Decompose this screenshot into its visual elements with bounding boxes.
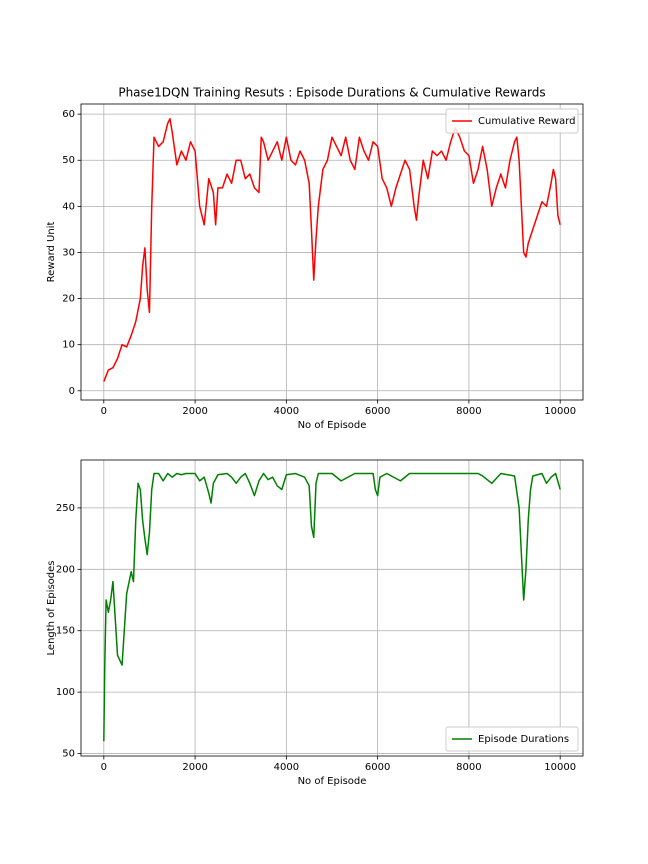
x-tick-label: 6000 (365, 762, 390, 773)
data-line (103, 118, 561, 382)
plot-frame (80, 103, 584, 401)
x-tick-label: 4000 (274, 762, 299, 773)
y-tick-label: 40 (62, 201, 75, 212)
x-axis-label: No of Episode (298, 420, 367, 431)
y-tick-label: 150 (56, 626, 75, 637)
x-tick-label: 2000 (182, 762, 207, 773)
y-tick-label: 20 (62, 294, 75, 305)
y-tick-label: 0 (69, 386, 75, 397)
x-tick-label: 8000 (456, 406, 481, 417)
legend-box (445, 108, 579, 134)
y-tick-label: 10 (62, 340, 75, 351)
y-axis-label: Reward Unit (46, 222, 57, 283)
y-tick-label: 250 (56, 503, 75, 514)
x-tick-label: 10000 (544, 762, 576, 773)
x-tick-label: 8000 (456, 762, 481, 773)
x-tick-label: 0 (101, 406, 107, 417)
data-line (103, 472, 561, 742)
x-tick-label: 2000 (182, 406, 207, 417)
x-tick-label: 4000 (274, 406, 299, 417)
y-tick-label: 30 (62, 247, 75, 258)
chart-title: Phase1DQN Training Resuts : Episode Dura… (118, 86, 545, 100)
y-tick-label: 60 (62, 109, 75, 120)
legend-label: Episode Durations (478, 734, 569, 745)
x-axis-label: No of Episode (298, 776, 367, 787)
y-tick-label: 50 (62, 749, 75, 760)
x-tick-label: 6000 (365, 406, 390, 417)
y-tick-label: 200 (56, 564, 75, 575)
plot-frame (80, 459, 584, 757)
y-tick-label: 100 (56, 687, 75, 698)
x-tick-label: 10000 (544, 406, 576, 417)
legend-label: Cumulative Reward (478, 116, 576, 127)
y-axis-label: Length of Episodes (46, 561, 57, 656)
y-tick-label: 50 (62, 155, 75, 166)
x-tick-label: 0 (101, 762, 107, 773)
legend-box (445, 726, 579, 752)
